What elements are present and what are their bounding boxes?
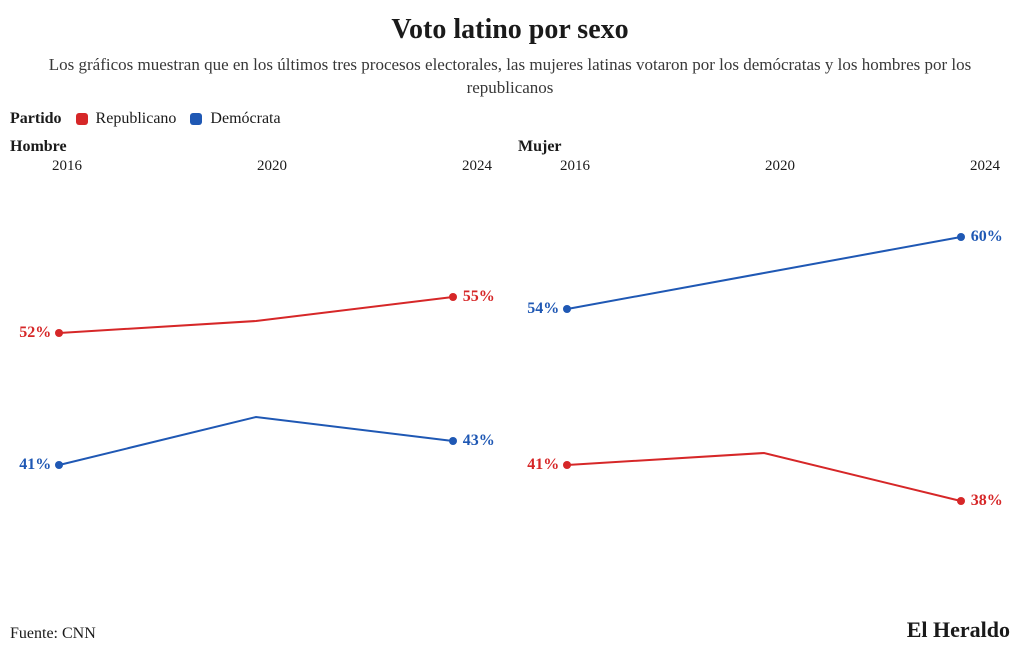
series-end-label: 43% <box>463 432 495 450</box>
panel-title-hombre: Hombre <box>10 138 502 156</box>
legend-label: Partido <box>10 110 62 128</box>
chart-area-mujer: 54% 60% 41% 38% <box>518 177 1010 597</box>
chart-title: Voto latino por sexo <box>10 14 1010 46</box>
series-point <box>957 233 965 241</box>
series-line <box>567 453 961 501</box>
chart-area-hombre: 52% 55% 41% 43% <box>10 177 502 597</box>
series-point <box>55 329 63 337</box>
legend: Partido Republicano Demócrata <box>10 110 1010 128</box>
series-line <box>59 297 453 333</box>
series-line <box>567 237 961 309</box>
legend-item-democrata: Demócrata <box>210 110 280 128</box>
brand-logo: El Heraldo <box>907 617 1010 643</box>
series-point <box>449 437 457 445</box>
series-end-label: 60% <box>971 228 1003 246</box>
series-point <box>563 461 571 469</box>
series-start-label: 41% <box>19 456 51 474</box>
panel-mujer: Mujer 2016 2020 2024 54% 60% 41% 38% <box>518 136 1010 597</box>
x-tick: 2016 <box>560 158 590 175</box>
source-text: Fuente: CNN <box>10 625 96 643</box>
x-tick: 2020 <box>765 158 795 175</box>
series-point <box>449 293 457 301</box>
footer: Fuente: CNN El Heraldo <box>10 617 1010 643</box>
x-tick: 2024 <box>970 158 1000 175</box>
series-point <box>957 497 965 505</box>
x-tick: 2024 <box>462 158 492 175</box>
panels: Hombre 2016 2020 2024 52% 55% 41% 43% Mujer… <box>10 136 1010 597</box>
series-line <box>59 417 453 465</box>
series-point <box>563 305 571 313</box>
series-start-label: 52% <box>19 324 51 342</box>
series-end-label: 38% <box>971 492 1003 510</box>
panel-title-mujer: Mujer <box>518 138 1010 156</box>
legend-swatch-republicano <box>76 113 88 125</box>
x-tick: 2020 <box>257 158 287 175</box>
series-point <box>55 461 63 469</box>
x-tick: 2016 <box>52 158 82 175</box>
chart-subtitle: Los gráficos muestran que en los últimos… <box>10 54 1010 100</box>
legend-item-republicano: Republicano <box>96 110 177 128</box>
panel-hombre: Hombre 2016 2020 2024 52% 55% 41% 43% <box>10 136 502 597</box>
legend-swatch-democrata <box>190 113 202 125</box>
series-start-label: 54% <box>527 300 559 318</box>
series-start-label: 41% <box>527 456 559 474</box>
chart-container: Voto latino por sexo Los gráficos muestr… <box>10 14 1010 643</box>
series-end-label: 55% <box>463 288 495 306</box>
x-axis-mujer: 2016 2020 2024 <box>518 158 1010 175</box>
x-axis-hombre: 2016 2020 2024 <box>10 158 502 175</box>
